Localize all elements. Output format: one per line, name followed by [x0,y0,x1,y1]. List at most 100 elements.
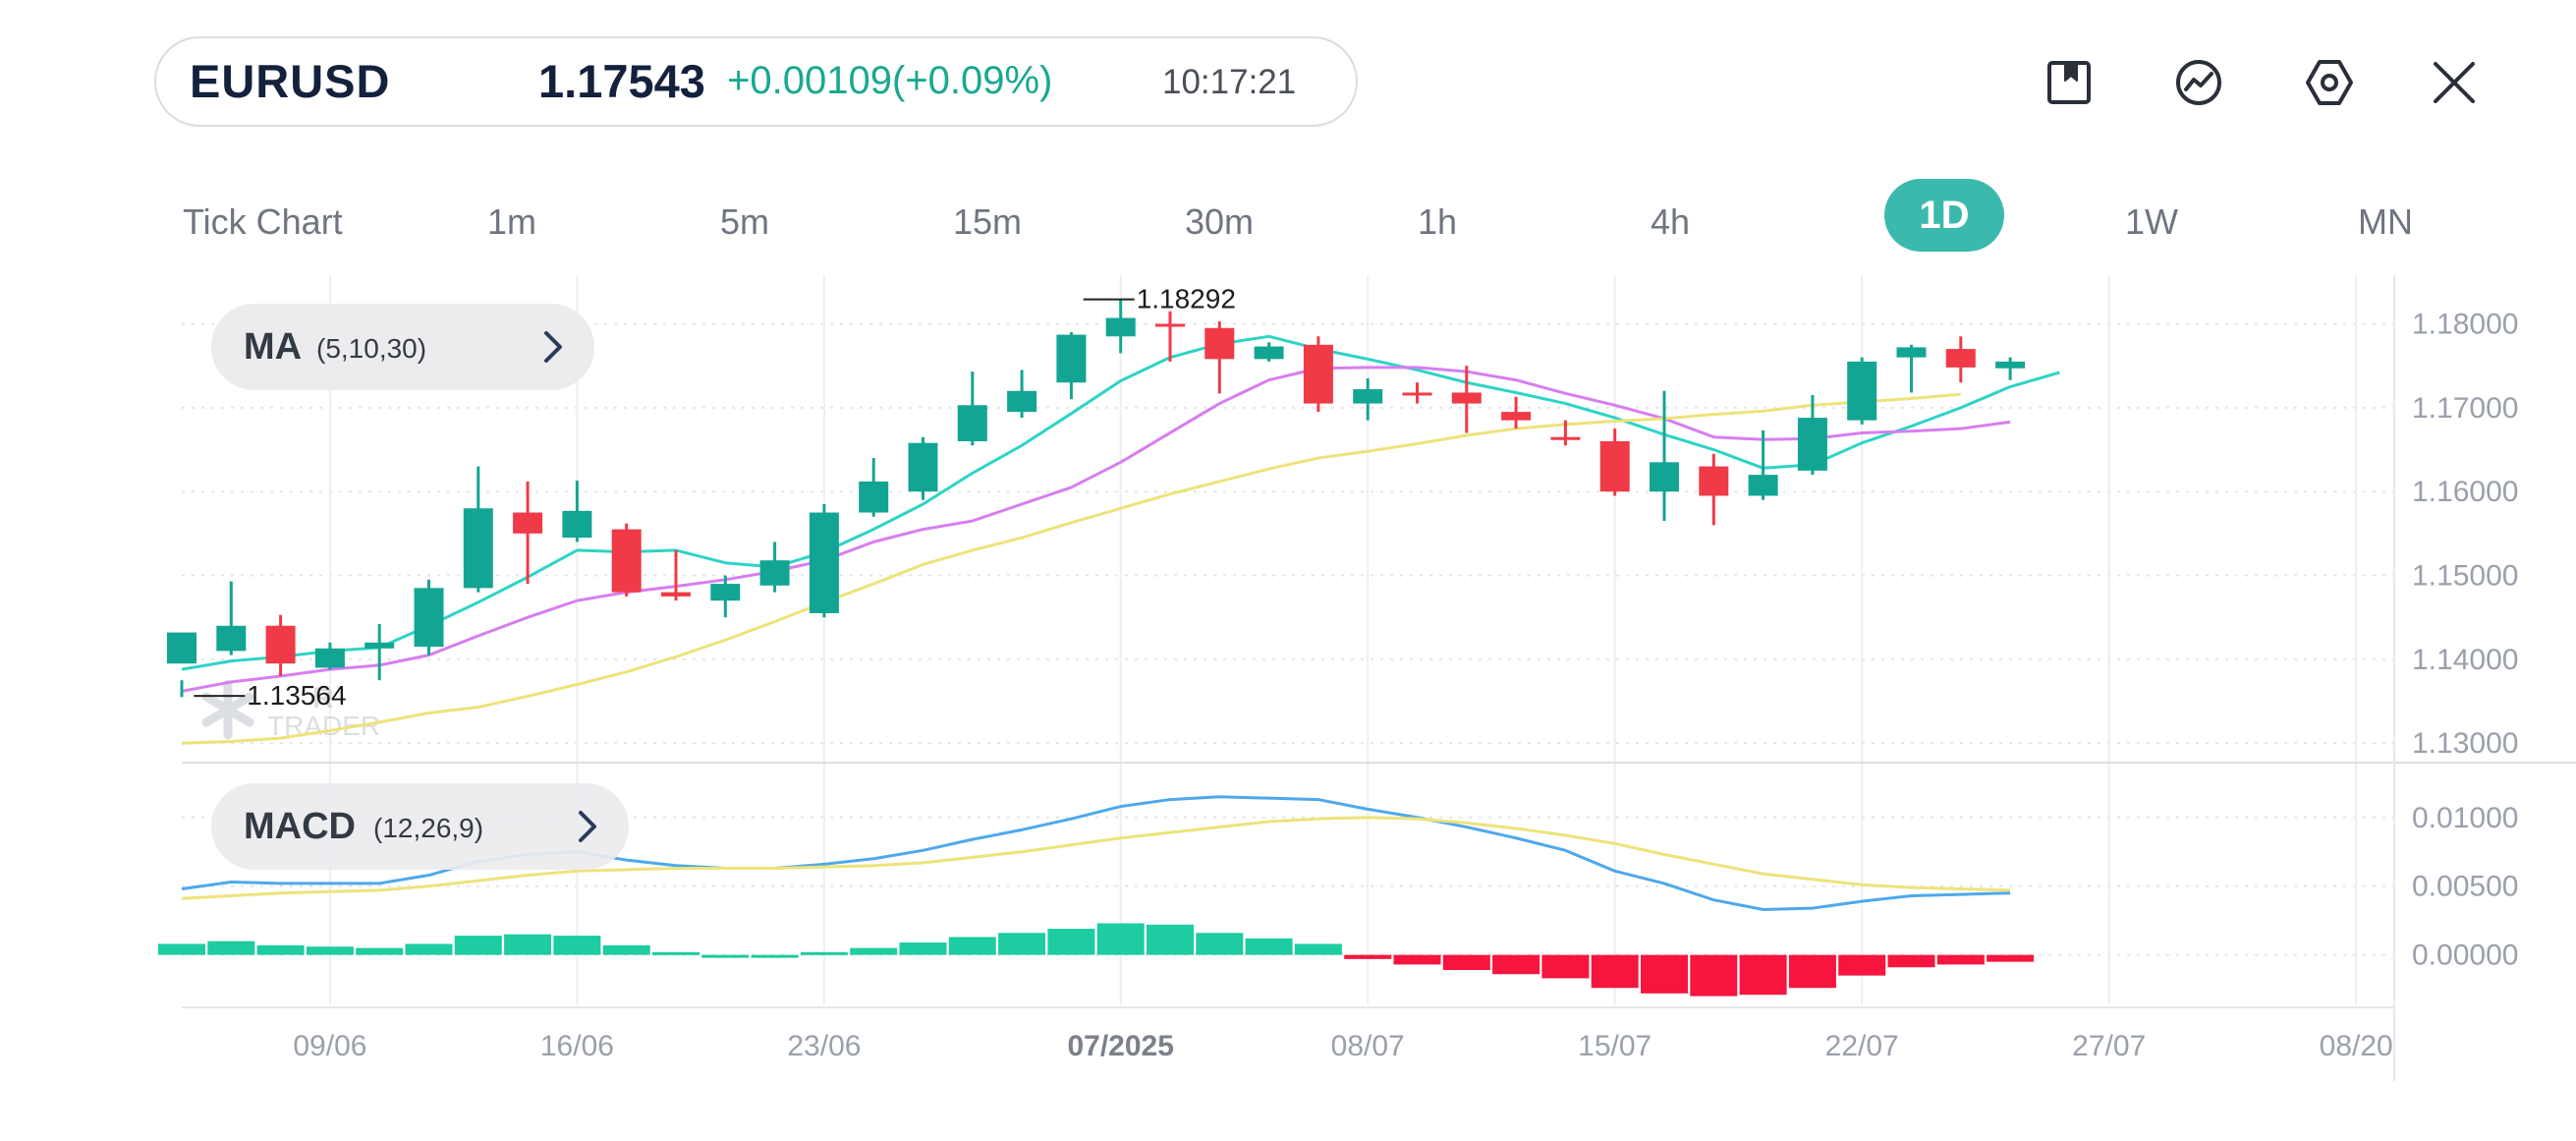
macd-histogram-bar [1887,954,1935,968]
price-y-tick-label: 1.17000 [2412,392,2518,425]
macd-histogram-bar [306,946,354,955]
macd-histogram-bar [1147,924,1194,955]
tab-15m[interactable]: 15m [953,201,1023,242]
x-axis-labels: 09/06 16/06 23/06 07/2025 08/07 15/07 22/07 27/… [293,1030,2392,1062]
ma5-line [181,334,2060,671]
candle-body [1204,327,1235,360]
ma-chevron-right-icon[interactable] [540,329,566,365]
macd-histogram-bar [850,947,898,955]
macd-histogram [158,923,2035,997]
settings-hex-icon[interactable] [2304,57,2355,108]
x-tick-label: 27/07 [2072,1030,2146,1062]
tab-1m[interactable]: 1m [487,201,537,242]
macd-histogram-bar [1047,929,1095,955]
candle-body [314,648,345,668]
candle-body [611,529,642,593]
macd-histogram-bar [1492,954,1540,975]
quote-time: 10:17:21 [1162,63,1297,101]
x-tick-label: 16/06 [540,1030,614,1062]
ma-indicator-params: (5,10,30) [316,333,427,364]
x-tick-label: 07/2025 [1067,1030,1173,1062]
macd-histogram-bar [504,934,552,955]
x-tick-label: 08/07 [1331,1030,1405,1062]
candle-body [1501,412,1532,421]
macd-histogram-bar [454,936,502,955]
ma-indicator-pill[interactable] [211,304,594,390]
candle-body [167,632,196,664]
macd-histogram-bar [1838,954,1886,976]
macd-histogram-bar [1393,954,1441,965]
bookmark-icon[interactable] [2044,57,2095,108]
candle-body [562,510,592,539]
candle-body [414,588,444,648]
macd-histogram-bar [1936,954,1985,965]
candle-body [1847,361,1877,421]
tab-1h[interactable]: 1h [1418,201,1458,242]
ma30-line [181,392,1961,745]
macd-histogram-bar [207,941,255,955]
candle-body [463,508,493,589]
candle-body [661,592,691,597]
candle-body [1402,392,1432,396]
signal-line [181,816,2011,900]
trend-chart-icon[interactable] [2173,57,2224,108]
close-icon[interactable] [2429,57,2480,108]
price-y-tick-label: 1.13000 [2412,727,2518,760]
macd-histogram-bar [751,954,799,958]
x-tick-label: 08/20 [2320,1030,2393,1062]
macd-chevron-right-icon[interactable] [575,809,600,844]
x-tick-label: 09/06 [293,1030,366,1062]
candle-body [1105,317,1136,337]
candle-body [513,512,543,534]
chart-grid [182,275,2576,1081]
symbol-header[interactable] [154,36,1358,127]
candle-body [957,405,987,441]
price-annotations: 1.18292 1.13564 [194,284,1236,711]
candle-body [1995,361,2026,369]
price-change: +0.00109(+0.09%) [727,59,1053,102]
candle-body [859,481,889,513]
candle-body [1797,418,1827,471]
macd-histogram-bar [356,947,404,955]
candle-body [1748,475,1778,496]
candle-body [265,625,296,664]
tab-mn[interactable]: MN [2358,201,2413,242]
ma-indicator-name: MA [244,326,303,368]
price-y-tick-label: 1.16000 [2412,476,2518,508]
macd-histogram-bar [800,951,848,955]
annotation-label: 1.18292 [1137,284,1236,314]
macd-histogram-bar [1196,933,1244,955]
candle-body [216,625,247,652]
tab-1w[interactable]: 1W [2125,201,2178,242]
tab-1d[interactable]: 1D [1884,179,2004,252]
candle-body [1650,462,1679,492]
macd-y-tick-label: 0.01000 [2412,802,2518,834]
macd-indicator-pill[interactable] [211,783,629,870]
macd-histogram-bar [1641,954,1688,994]
candle-body [1155,323,1185,327]
macd-histogram-bar [1987,954,2035,962]
tab-4h[interactable]: 4h [1651,201,1691,242]
tab-tick-chart[interactable]: Tick Chart [183,201,343,242]
candle-body [1007,390,1037,413]
macd-indicator-params: (12,26,9) [373,813,484,843]
tab-30m[interactable]: 30m [1185,201,1255,242]
tab-5m[interactable]: 5m [720,201,770,242]
macd-histogram-bar [1541,954,1590,979]
macd-histogram-bar [1442,954,1490,971]
annotation-label: 1.13564 [247,680,346,711]
macd-histogram-bar [158,943,205,955]
candle-body [1550,436,1581,440]
macd-y-tick-label: 0.00500 [2412,871,2518,903]
x-tick-label: 15/07 [1578,1030,1652,1062]
macd-histogram-bar [1294,943,1342,955]
macd-histogram-bar [405,943,453,955]
watermark-text-1: R [312,682,334,714]
macd-histogram-bar [652,951,700,955]
macd-histogram-bar [1788,954,1836,989]
macd-histogram-bar [602,944,650,955]
candle-body [1353,389,1383,404]
y-axis-labels: 1.18000 1.17000 1.16000 1.15000 1.14000 1.130… [2412,309,2518,972]
macd-histogram-bar [899,942,947,955]
